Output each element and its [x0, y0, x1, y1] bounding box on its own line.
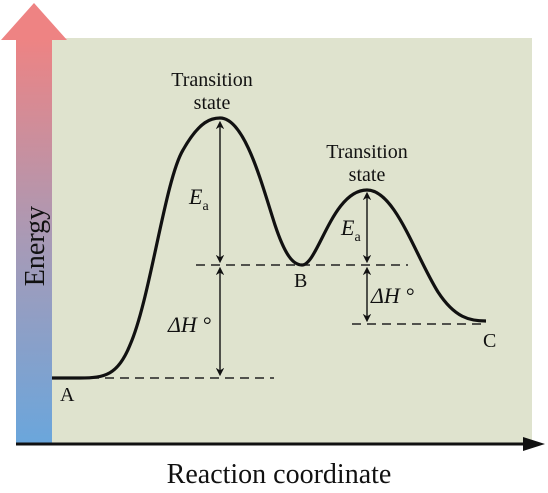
point-c-label: C — [483, 330, 496, 352]
svg-text:state: state — [194, 92, 231, 114]
activation-energy-label-1: Ea — [188, 184, 209, 214]
energy-axis-label: Energy — [20, 206, 51, 286]
point-b-label: B — [294, 270, 307, 292]
energy-arrows — [215, 120, 372, 377]
svg-text:state: state — [349, 164, 386, 186]
enthalpy-label-1: ΔH ° — [167, 312, 212, 337]
plot-background — [16, 38, 532, 444]
svg-text:Transition: Transition — [171, 69, 253, 91]
activation-energy-label-2: Ea — [340, 215, 361, 245]
transition-state-label-1: Transition state — [171, 69, 253, 114]
energy-axis-arrow — [1, 3, 67, 444]
reaction-coordinate-axis — [16, 437, 545, 451]
transition-state-label-2: Transition state — [326, 141, 408, 186]
svg-text:Transition: Transition — [326, 141, 408, 163]
enthalpy-label-2: ΔH ° — [370, 283, 415, 308]
reaction-coordinate-label: Reaction coordinate — [167, 459, 392, 490]
point-a-label: A — [60, 384, 75, 406]
energy-curve — [52, 116, 487, 380]
